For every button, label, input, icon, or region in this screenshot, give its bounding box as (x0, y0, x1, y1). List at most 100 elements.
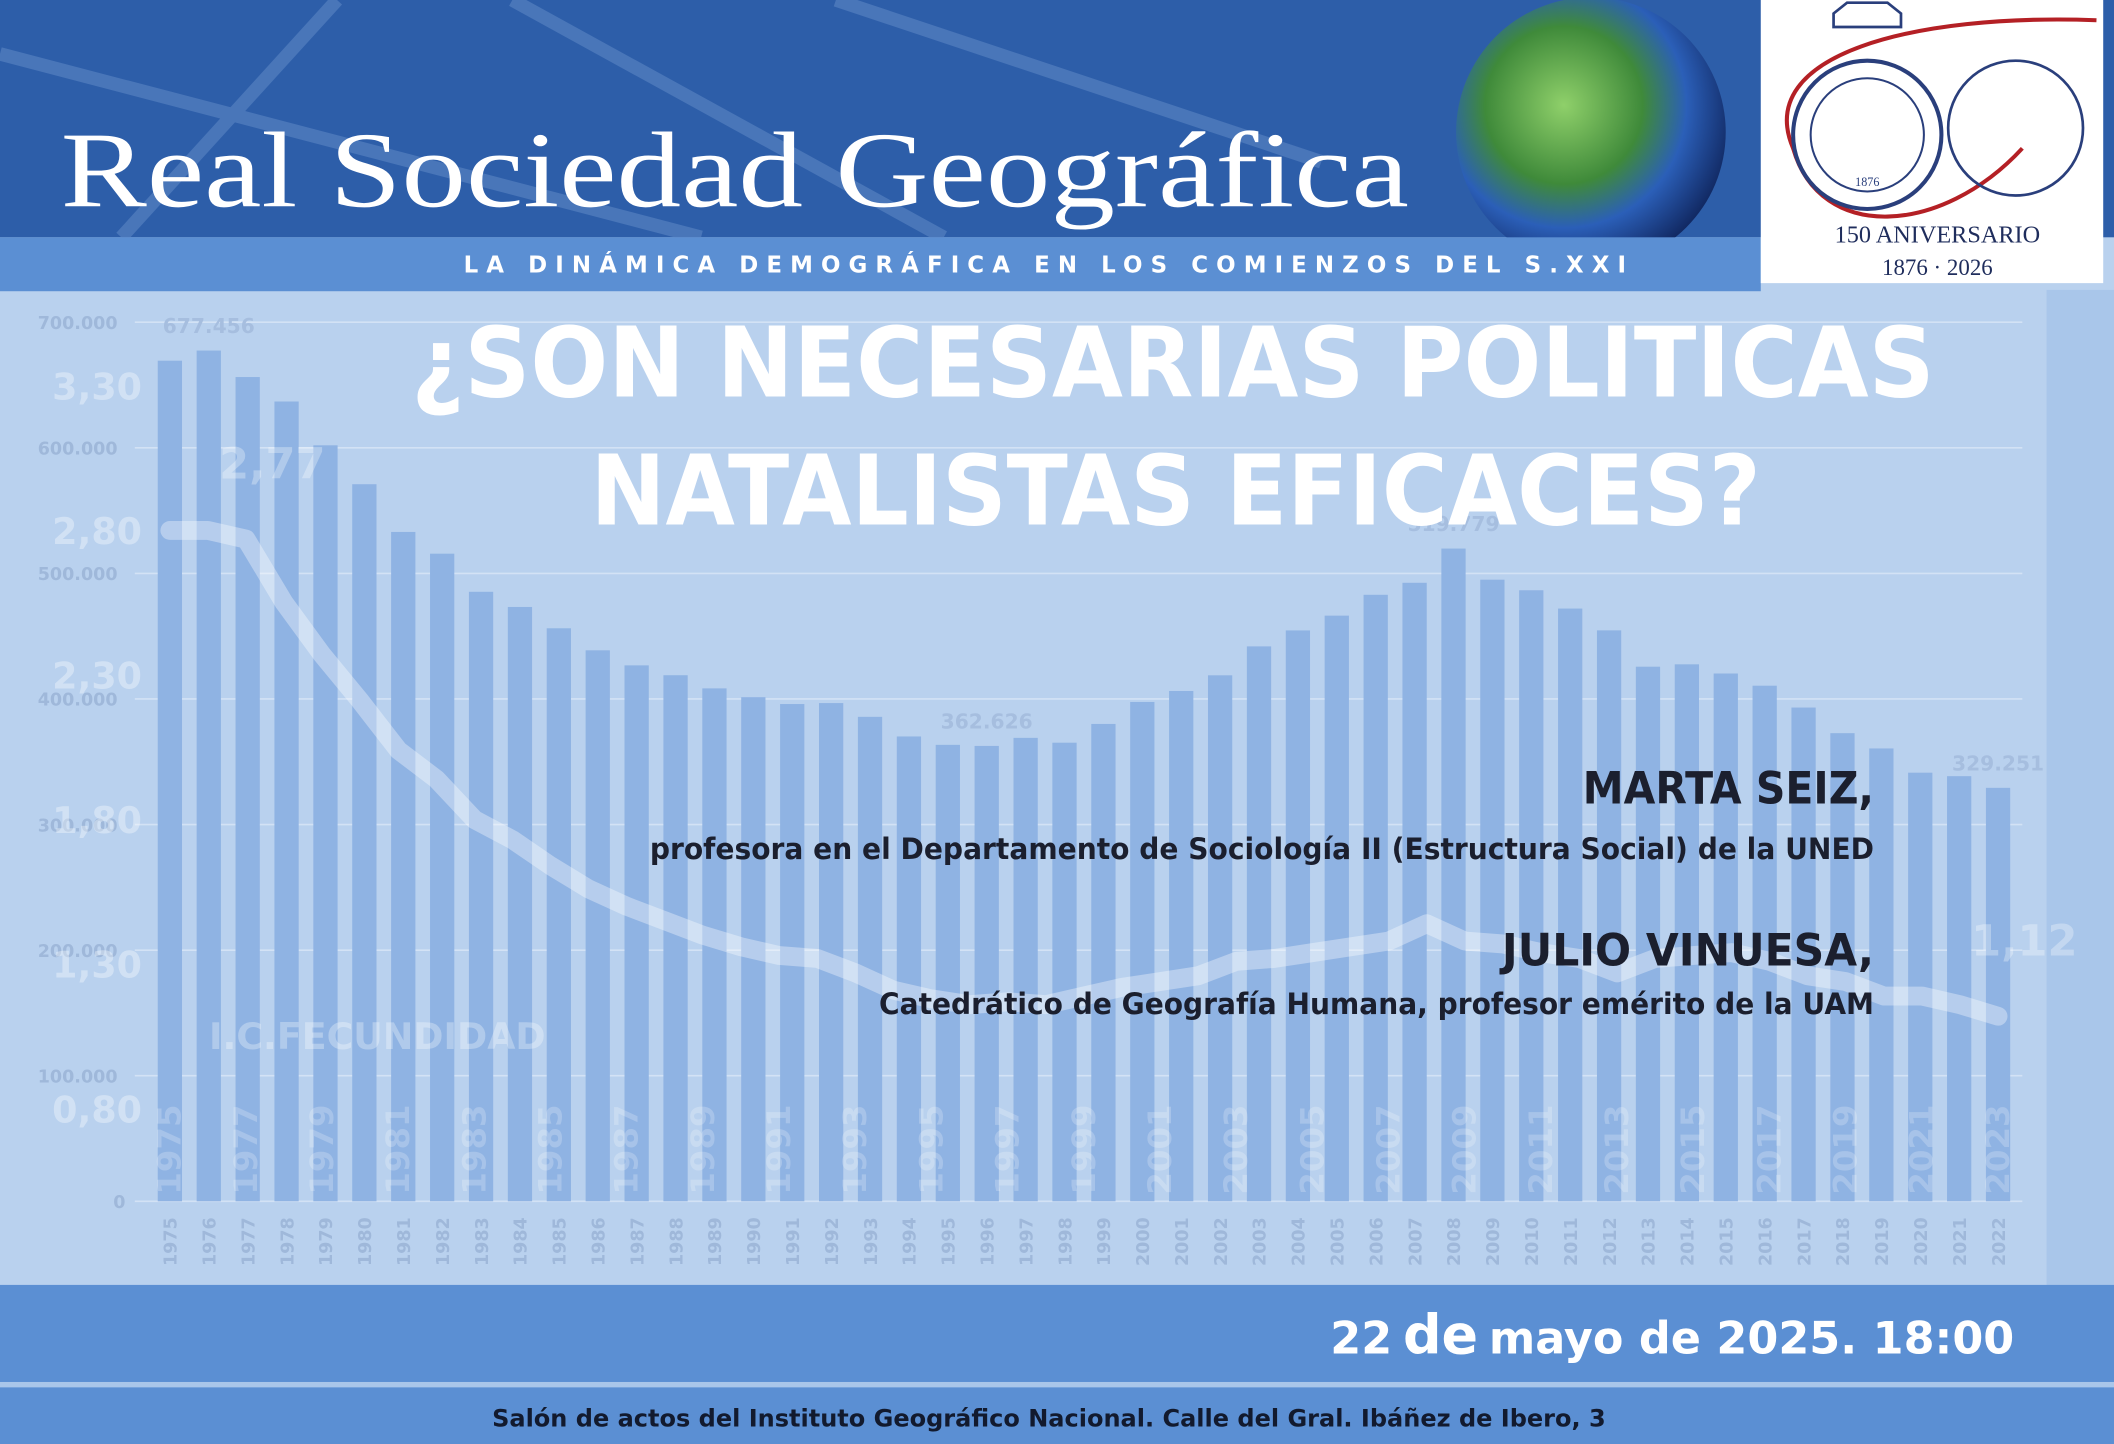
y2-tick-label: 2,80 (52, 510, 142, 553)
header-decoration (0, 0, 1324, 244)
x-tick-label: 1979 (303, 1105, 341, 1195)
bar (780, 704, 805, 1202)
x-tick-label: 2023 (1979, 1105, 2017, 1195)
x-tick-label: 1976 (201, 1217, 221, 1266)
x-tick-label: 2001 (1141, 1105, 1179, 1195)
bar (1635, 666, 1661, 1202)
logo-seal (1784, 1, 2097, 219)
bar (157, 360, 183, 1202)
x-tick-label: 1997 (1017, 1217, 1037, 1266)
x-tick-label: 1992 (823, 1217, 843, 1266)
logo-seal-year: 1876 (1855, 175, 1879, 189)
x-tick-label: 1997 (989, 1105, 1027, 1195)
logo-anniversary: 150 ANIVERSARIO (1835, 222, 2040, 249)
value-label: 329.251 (1952, 751, 2044, 775)
value-label: 2,77 (219, 439, 325, 489)
logo-box (1760, 0, 2104, 284)
bar (546, 628, 571, 1202)
x-tick-label: 1983 (473, 1217, 493, 1266)
x-tick-label: 2018 (1834, 1217, 1854, 1266)
x-tick-label: 2011 (1562, 1217, 1582, 1266)
x-tick-label: 1985 (551, 1217, 571, 1266)
bar (741, 697, 766, 1202)
x-tick-label: 2007 (1406, 1217, 1426, 1266)
x-tick-label: 1990 (745, 1217, 765, 1266)
x-tick-label: 1989 (684, 1105, 722, 1195)
y-tick-label: 400.000 (38, 691, 118, 711)
x-tick-label: 1985 (532, 1105, 570, 1195)
x-tick-label: 2012 (1601, 1217, 1621, 1266)
bar (430, 553, 455, 1202)
x-tick-label: 1996 (978, 1217, 998, 1266)
y2-tick-label: 2,30 (52, 655, 142, 698)
bar (1674, 664, 1700, 1202)
globe (1456, 0, 1726, 267)
x-tick-label: 1993 (836, 1105, 874, 1195)
x-tick-label: 1980 (356, 1217, 376, 1266)
bar (1207, 675, 1233, 1202)
x-tick-label: 2004 (1290, 1217, 1310, 1266)
bar (1713, 673, 1738, 1202)
x-tick-label: 1977 (239, 1217, 259, 1266)
x-tick-label: 2011 (1522, 1105, 1560, 1195)
x-tick-label: 1981 (379, 1105, 417, 1195)
footer-divider (0, 1381, 2114, 1388)
bar (313, 445, 338, 1202)
logo-years: 1876 · 2026 (1882, 255, 1993, 280)
x-tick-label: 2005 (1329, 1217, 1349, 1266)
bar (1285, 630, 1311, 1202)
bar (1402, 582, 1427, 1202)
x-tick-label: 2009 (1446, 1105, 1484, 1195)
x-tick-label: 1975 (162, 1217, 182, 1266)
x-tick-label: 1982 (434, 1217, 454, 1266)
bar (1830, 733, 1855, 1202)
bar (585, 650, 610, 1202)
bar (1013, 737, 1038, 1202)
y2-tick-label: 0,80 (52, 1088, 142, 1131)
chart-edge (2046, 289, 2114, 1288)
background-chart: 0 100.000 200.000 300.000 400.000 500.000 600.… (38, 314, 2078, 1266)
x-tick-label: 2021 (1903, 1105, 1941, 1195)
y-tick-label: 500.000 (38, 565, 118, 585)
line-series (160, 521, 2008, 1026)
bar (1441, 548, 1466, 1202)
y-tick-label: 300.000 (38, 816, 118, 836)
bar (1596, 630, 1622, 1202)
x-tick-label: 1983 (455, 1105, 493, 1195)
bar (1791, 707, 1816, 1202)
bar (1752, 685, 1777, 1202)
bar (196, 350, 221, 1202)
y-tick-label: 700.000 (38, 314, 118, 334)
header-title: Real Sociedad Geográfica (61, 111, 1409, 230)
bar (624, 665, 649, 1202)
x-tick-label: 1979 (317, 1217, 337, 1266)
x-tick-label: 2001 (1173, 1217, 1193, 1266)
x-tick-label: 1993 (862, 1217, 882, 1266)
speaker-name: JULIO VINUESA, (1499, 925, 1874, 976)
venue: Salón de actos del Instituto Geográfico … (492, 1403, 1606, 1432)
speaker-role: Catedrático de Geografía Humana, profeso… (879, 986, 1874, 1021)
bar (352, 484, 377, 1202)
x-tick-label: 1984 (512, 1217, 532, 1266)
x-tick-label: 2019 (1873, 1217, 1893, 1266)
x-tick-label: 1998 (1056, 1217, 1076, 1266)
bar (857, 716, 883, 1202)
subtitle-band (0, 237, 1761, 292)
heading-line: NATALISTAS EFICACES? (591, 434, 1761, 547)
x-tick-label: 1986 (589, 1217, 609, 1266)
x-tick-label: 2007 (1369, 1105, 1407, 1195)
x-tick-label: 1977 (227, 1105, 265, 1195)
x-tick-label: 1987 (608, 1105, 646, 1195)
x-tick-label: 2017 (1795, 1217, 1815, 1266)
bar (1091, 723, 1116, 1202)
x-tick-label: 2000 (1134, 1217, 1154, 1266)
x-tick-label: 1981 (395, 1217, 415, 1266)
bar (896, 736, 922, 1202)
bar (1869, 748, 1894, 1202)
x-tick-label: 2008 (1445, 1217, 1465, 1266)
bar (1519, 590, 1544, 1202)
event-date: 22 de mayo de 2025. 18:00 (1330, 1304, 2014, 1367)
x-tick-label: 1991 (784, 1217, 804, 1266)
series-label: I.C.FECUNDIDAD (209, 1015, 546, 1058)
x-tick-label: 1988 (667, 1217, 687, 1266)
